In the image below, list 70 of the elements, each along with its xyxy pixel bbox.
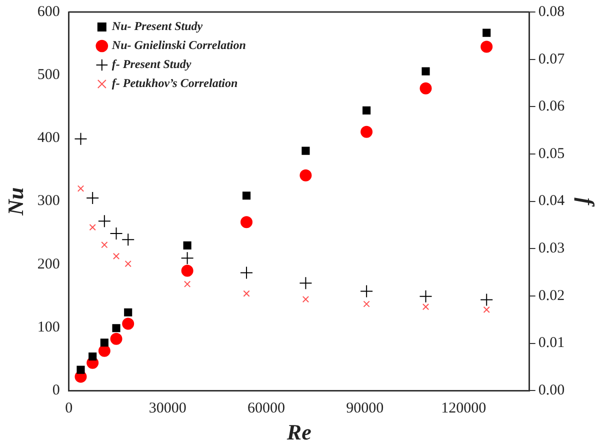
point (74, 132, 88, 146)
point (86, 191, 100, 204)
y-tick-label: 0 (52, 382, 60, 399)
point (122, 318, 134, 330)
y2-tick-label: 0.06 (538, 98, 566, 115)
y-tick-label: 100 (37, 319, 60, 336)
point (98, 344, 110, 357)
x-tick-label: 120000 (441, 400, 486, 417)
point (240, 216, 252, 228)
y2-tick-label: 0.01 (538, 335, 565, 352)
point (77, 185, 84, 192)
point (76, 366, 85, 374)
point (242, 192, 251, 200)
point (243, 290, 250, 297)
point (112, 324, 120, 332)
point (480, 40, 493, 53)
point (299, 276, 312, 290)
point (180, 252, 194, 265)
point (482, 28, 491, 37)
y2-tick-label: 0.03 (538, 240, 565, 257)
y2-tick-label: 0.00 (538, 382, 565, 399)
x-tick-label: 90000 (346, 400, 384, 417)
x-axis-title: Re (286, 419, 312, 444)
point (181, 264, 194, 277)
point (363, 300, 370, 308)
point (422, 67, 430, 76)
point (88, 352, 97, 361)
legend-label: Nu- Gnielinski Correlation (110, 38, 246, 52)
y-tick-label: 300 (37, 193, 60, 210)
point (483, 306, 490, 314)
y2-tick-label: 0.05 (538, 146, 565, 162)
legend-label: f- Present Study (112, 57, 192, 72)
x-tick-label: 60000 (247, 400, 285, 417)
y-tick-label: 400 (37, 130, 60, 146)
y2-tick-label: 0.08 (538, 4, 565, 20)
point (122, 233, 135, 246)
point (480, 293, 494, 306)
y-tick-label: 200 (37, 256, 60, 272)
point (110, 226, 123, 240)
x-tick-label: 30000 (148, 400, 186, 417)
point (112, 252, 120, 260)
y2-axis-title: f (574, 198, 600, 208)
y2-tick-label: 0.02 (538, 288, 565, 304)
point (124, 308, 132, 316)
point (360, 284, 374, 298)
point (183, 241, 192, 250)
point (98, 214, 111, 228)
y-tick-label: 500 (37, 67, 60, 84)
x-tick-label: 0 (65, 400, 73, 417)
point (100, 338, 108, 347)
point (302, 296, 310, 303)
point (101, 242, 108, 248)
point (420, 82, 432, 94)
point (110, 332, 122, 345)
point (302, 146, 310, 155)
point (360, 126, 373, 138)
point (240, 266, 253, 280)
legend-label: f- Petukhov’s Correlation (112, 76, 238, 90)
point (362, 106, 371, 114)
legend-label: Nu- Present Study (110, 19, 204, 34)
point (89, 224, 96, 231)
y-axis-title: Nu (2, 187, 28, 216)
y-tick-label: 600 (37, 4, 60, 20)
y2-tick-label: 0.04 (538, 193, 566, 210)
point (300, 169, 312, 182)
y2-tick-label: 0.07 (538, 51, 566, 68)
point (124, 260, 132, 268)
point (419, 290, 432, 303)
point (422, 304, 430, 310)
point (184, 280, 191, 288)
